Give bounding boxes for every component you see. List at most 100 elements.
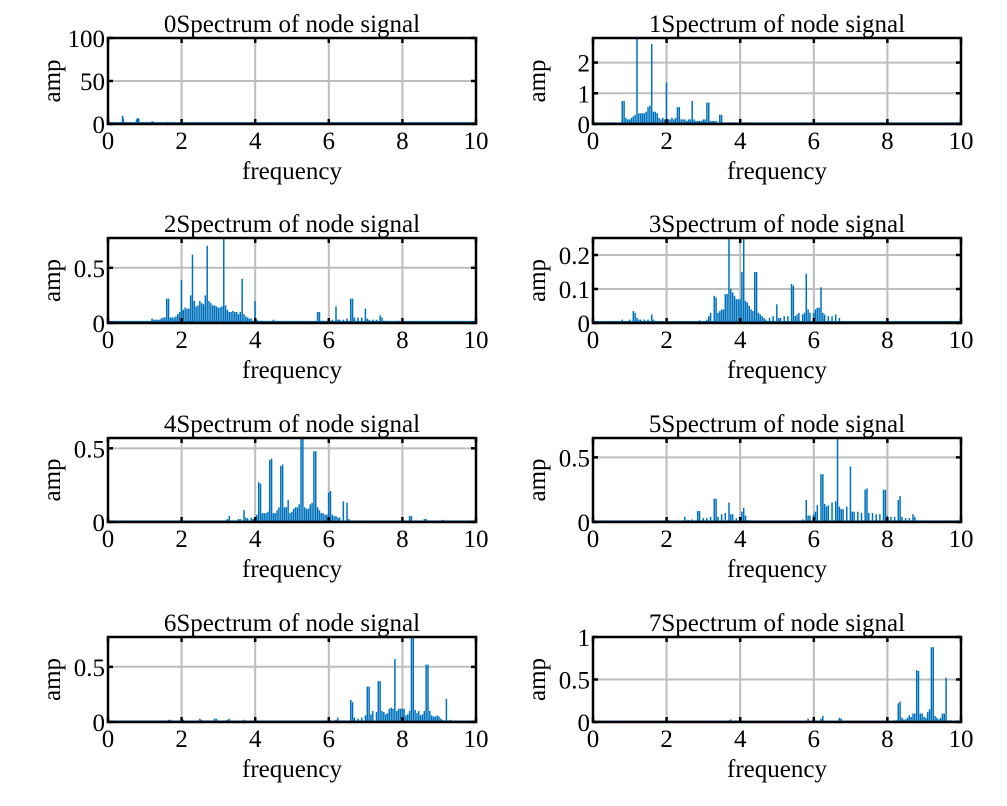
bar — [335, 306, 337, 323]
bar — [903, 719, 905, 722]
x-tick-label: 10 — [464, 726, 489, 753]
bar — [713, 295, 716, 323]
subplot-title: 5Spectrum of node signal — [649, 411, 905, 438]
bar — [691, 519, 693, 522]
subplot-title: 6Spectrum of node signal — [164, 610, 420, 637]
bar — [652, 319, 655, 323]
bar — [303, 507, 306, 522]
y-axis-label: amp — [39, 259, 66, 302]
bar — [914, 713, 916, 722]
bar — [875, 514, 877, 522]
x-tick-label: 6 — [323, 327, 336, 354]
x-tick-label: 10 — [949, 327, 974, 354]
bar — [761, 316, 763, 323]
bar — [638, 319, 640, 323]
axes-frame — [106, 236, 478, 325]
bar — [401, 708, 403, 722]
bar — [274, 513, 277, 522]
bar — [669, 119, 671, 124]
bar — [676, 107, 679, 124]
bar — [783, 316, 785, 323]
bar — [717, 516, 719, 522]
bar — [706, 319, 708, 323]
bar — [405, 715, 407, 722]
bar — [200, 303, 203, 323]
y-tick-label: 0 — [578, 311, 591, 338]
bar — [267, 511, 269, 522]
bar — [173, 317, 175, 323]
bar — [868, 512, 870, 522]
bar — [801, 519, 804, 522]
bar — [772, 316, 774, 323]
bar — [213, 718, 216, 722]
subplot-title: 4Spectrum of node signal — [164, 411, 420, 438]
bar — [857, 511, 859, 522]
x-tick-label: 10 — [949, 726, 974, 753]
bar — [213, 305, 216, 323]
bar — [137, 118, 140, 124]
bar — [842, 509, 844, 522]
bar — [816, 505, 819, 522]
bar — [423, 710, 426, 722]
bar — [822, 716, 824, 722]
x-tick-label: 4 — [734, 726, 747, 753]
x-tick-label: 6 — [323, 726, 336, 753]
bar — [364, 308, 367, 323]
bar — [263, 513, 265, 522]
bar — [798, 312, 800, 323]
bar — [719, 311, 721, 323]
bar — [724, 294, 727, 323]
bar — [256, 514, 258, 522]
bar — [735, 518, 738, 522]
bar — [866, 488, 868, 522]
bar — [430, 715, 433, 722]
bar — [326, 514, 328, 522]
x-axis-label: frequency — [242, 756, 342, 783]
bar — [381, 710, 383, 722]
x-tick-label: 0 — [102, 327, 115, 354]
bar — [199, 718, 201, 722]
y-tick-label: 0 — [578, 112, 591, 139]
x-tick-label: 4 — [734, 526, 747, 553]
bar — [662, 117, 664, 124]
bar — [757, 312, 760, 323]
bar — [228, 311, 231, 323]
bar — [932, 647, 934, 722]
bar — [663, 119, 666, 124]
y-axis-label: amp — [524, 658, 551, 701]
bar — [188, 308, 190, 323]
bar — [285, 507, 288, 522]
x-axis-label: frequency — [242, 357, 342, 384]
subplot-title: 0Spectrum of node signal — [164, 11, 420, 38]
bar — [904, 518, 907, 522]
bar — [820, 718, 822, 722]
y-tick-label: 0 — [93, 112, 106, 139]
x-tick-label: 8 — [881, 726, 894, 753]
bar — [945, 677, 947, 722]
bar — [706, 518, 708, 522]
x-tick-label: 4 — [734, 327, 747, 354]
bar — [884, 489, 887, 522]
x-tick-label: 2 — [660, 726, 673, 753]
bar — [224, 305, 227, 323]
bar — [335, 516, 337, 522]
bar — [739, 299, 741, 323]
y-tick-label: 1 — [578, 625, 591, 652]
bar — [193, 300, 196, 323]
bar — [687, 119, 690, 124]
bar — [671, 117, 673, 124]
bar — [259, 483, 262, 522]
bar — [175, 316, 177, 323]
bar — [252, 519, 254, 522]
bar — [912, 514, 914, 522]
bar — [704, 119, 706, 124]
bar — [223, 238, 225, 323]
bar — [917, 671, 920, 722]
bar — [189, 295, 192, 323]
bar — [361, 717, 363, 722]
bar — [621, 319, 624, 323]
bar — [307, 508, 310, 522]
bar — [632, 116, 635, 124]
x-tick-label: 0 — [587, 726, 600, 753]
bar — [744, 300, 747, 323]
